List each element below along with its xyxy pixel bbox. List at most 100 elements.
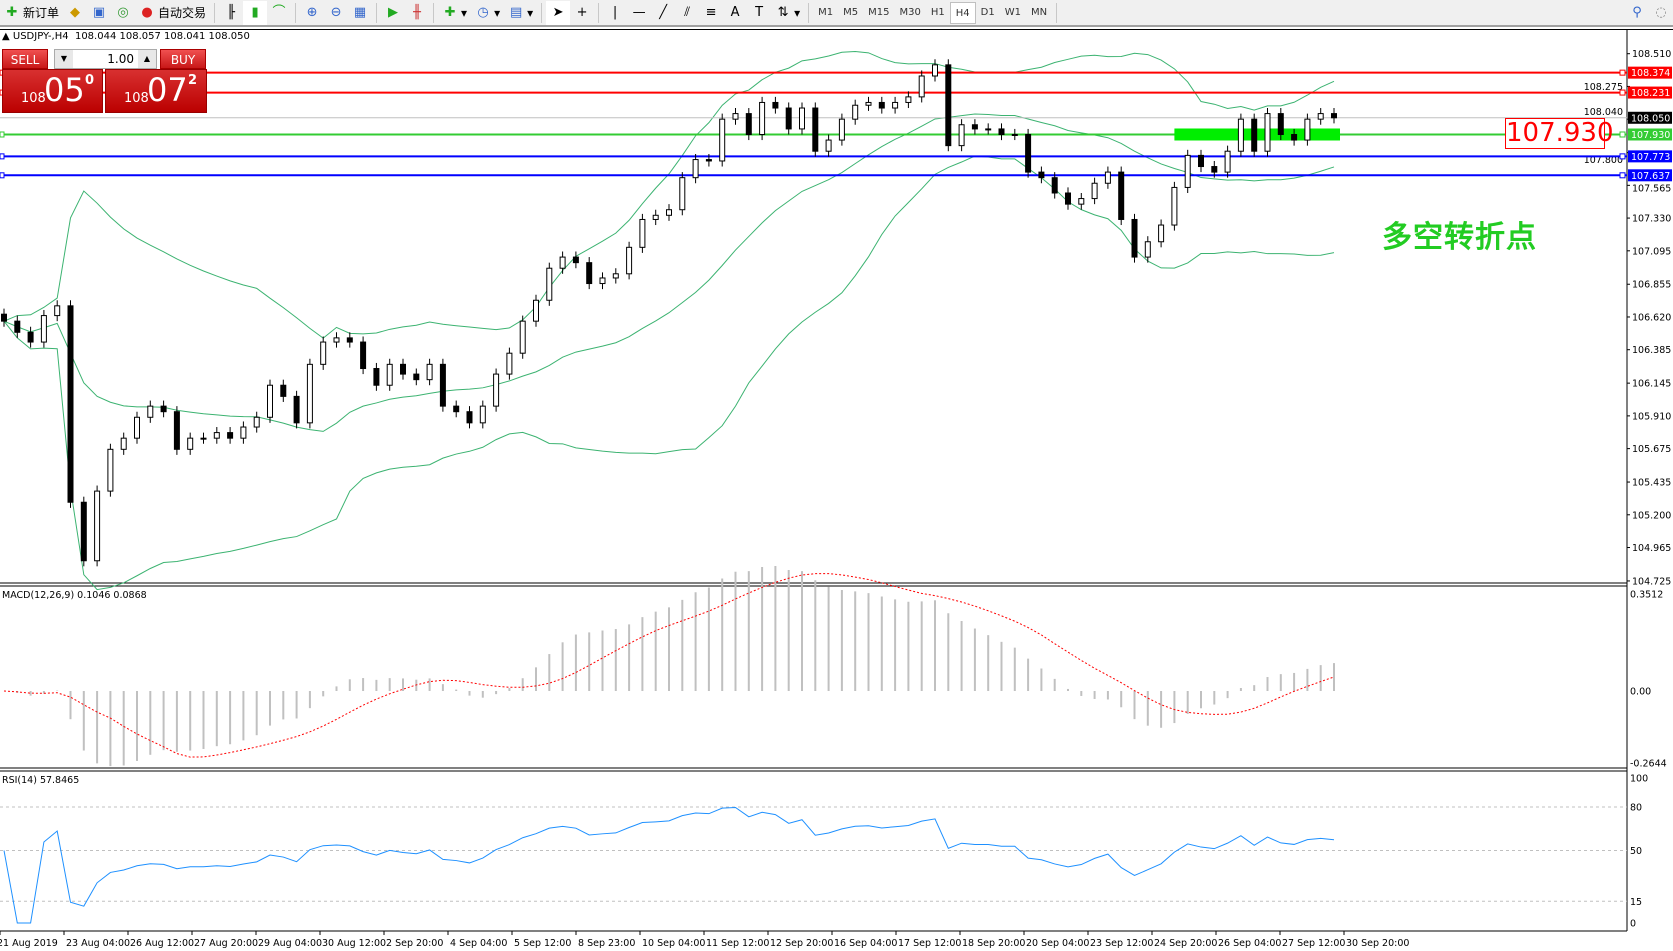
crosshair-button[interactable]: +: [570, 1, 594, 25]
candle-bull: [240, 426, 247, 439]
time-label: 29 Aug 04:00: [258, 938, 322, 949]
candle-bull: [533, 299, 539, 322]
text-button[interactable]: A: [723, 1, 747, 25]
channel-icon: ⫽: [684, 4, 691, 20]
macd-tick-label: 0.00: [1630, 687, 1651, 698]
candle-bear: [998, 128, 1005, 135]
candle-bear: [878, 101, 885, 109]
candle-bull: [253, 416, 260, 428]
candle-bear: [1211, 166, 1218, 173]
zoom-out-button[interactable]: ⊖: [324, 1, 348, 25]
candle-bear: [1291, 133, 1298, 141]
timeframe-w1[interactable]: W1: [1004, 6, 1021, 18]
buy-button[interactable]: BUY: [160, 49, 206, 69]
metaeditor-button[interactable]: ◆: [63, 1, 87, 25]
timeframe-m5[interactable]: M5: [843, 6, 859, 18]
rsi-label: RSI(14) 57.8465: [2, 775, 79, 786]
indicators-button[interactable]: ✚ ▾: [438, 1, 471, 25]
line-handle: [0, 153, 5, 160]
line-handle: [1619, 69, 1626, 76]
cursor-button[interactable]: ➤: [546, 0, 571, 25]
price-label[interactable]: 107.930: [1505, 118, 1614, 149]
candle-bear: [1118, 171, 1125, 220]
timeframe-d1[interactable]: D1: [980, 6, 995, 18]
price-tick-label: 106.145: [1632, 379, 1671, 390]
lot-decrease-button[interactable]: ▼: [55, 50, 73, 68]
ask-price-button[interactable]: 108 07 2: [105, 69, 207, 113]
candle-bear: [1065, 192, 1071, 205]
candle-bear: [785, 107, 792, 130]
candle-bear: [80, 501, 87, 562]
candle-bear: [586, 262, 593, 285]
lot-size-input[interactable]: ▼ 1.00 ▲: [54, 49, 157, 69]
candle-bull: [320, 341, 327, 365]
line-chart-button[interactable]: ⌒: [267, 1, 291, 25]
timeframe-m15[interactable]: M15: [868, 6, 890, 18]
arrows-button[interactable]: ⇅ ▾: [771, 1, 804, 25]
candle-bear: [1131, 218, 1138, 258]
cursor-icon: ➤: [552, 4, 564, 20]
candlestick-button[interactable]: ▮: [243, 0, 268, 25]
bar-chart-button[interactable]: ╟: [219, 1, 243, 25]
zoom-in-button[interactable]: ⊕: [300, 1, 324, 25]
chart-shift-button[interactable]: ╫: [405, 1, 429, 25]
navigator-icon: ▣: [92, 4, 106, 20]
time-label: 27 Aug 20:00: [194, 938, 258, 949]
candle-bull: [267, 384, 273, 418]
chart-window[interactable]: 108.510 108.275 108.040 107.800 107.565 107.3…: [0, 29, 1673, 950]
timeframe-h4[interactable]: H4: [949, 1, 976, 24]
timeframe-m1[interactable]: M1: [818, 6, 834, 18]
candle-bull: [918, 75, 925, 98]
price-tick-label: 107.800: [1584, 155, 1623, 166]
auto-scroll-button[interactable]: ▶: [381, 1, 405, 25]
template-icon: ▤: [509, 4, 523, 20]
text-label-icon: T: [755, 4, 764, 20]
price-chart[interactable]: 108.510 108.275 108.040 107.800 107.565 107.3…: [0, 30, 1673, 951]
channel-button[interactable]: ⫽: [675, 1, 699, 25]
lot-increase-button[interactable]: ▲: [138, 50, 156, 68]
candle-bull: [932, 64, 938, 77]
candle-bull: [612, 273, 619, 279]
horizontal-line-button[interactable]: —: [627, 1, 651, 25]
macd-signal-line: [3, 573, 1335, 758]
price-tick-label: 105.910: [1632, 411, 1671, 422]
fibonacci-button[interactable]: ≡: [699, 1, 723, 25]
bar-chart-icon: ╟: [227, 4, 235, 20]
time-label: 27 Sep 12:00: [1282, 938, 1345, 949]
vertical-line-button[interactable]: |: [603, 1, 627, 25]
signal-icon: ◎: [117, 4, 129, 20]
price-tick-label: 106.620: [1632, 312, 1671, 323]
text-label-button[interactable]: T: [747, 1, 771, 25]
clock-icon: ◷: [477, 4, 489, 20]
candle-bull: [187, 437, 194, 450]
candle-bear: [400, 363, 406, 375]
navigator-button[interactable]: ▣: [87, 1, 111, 25]
auto-trading-button[interactable]: ● 自动交易: [135, 1, 210, 25]
new-order-button[interactable]: ✚ 新订单: [0, 1, 63, 25]
price-tag: [1628, 66, 1672, 79]
signals-button[interactable]: ◎: [111, 1, 135, 25]
candle-bull: [679, 177, 686, 211]
timeframe-mn[interactable]: MN: [1030, 6, 1048, 18]
candle-bear: [280, 384, 287, 397]
candle-bear: [572, 256, 579, 264]
time-label: 30 Aug 12:00: [322, 938, 386, 949]
annotation-text[interactable]: 多空转折点: [1382, 220, 1537, 255]
bid-price-button[interactable]: 108 05 0: [2, 69, 103, 113]
trendline-button[interactable]: ╱: [651, 1, 675, 25]
periods-button[interactable]: ◷ ▾: [471, 1, 504, 25]
toolbar-divider: [808, 2, 810, 23]
price-tag-label: 107.930: [1631, 130, 1670, 141]
search-button[interactable]: ⚲: [1625, 1, 1649, 25]
tile-windows-button[interactable]: ▦: [348, 1, 372, 25]
arrows-icon: ⇅: [777, 4, 789, 20]
collapse-triangle-icon[interactable]: ▲: [2, 31, 13, 42]
chat-button[interactable]: ◌: [1649, 1, 1673, 25]
timeframe-m30[interactable]: M30: [899, 6, 921, 18]
sell-button[interactable]: SELL: [2, 49, 48, 69]
candle-bear: [772, 101, 779, 109]
timeframe-h1[interactable]: H1: [930, 6, 945, 18]
candle-bear: [160, 405, 167, 413]
templates-button[interactable]: ▤ ▾: [509, 4, 534, 20]
time-label: 20 Sep 04:00: [1026, 938, 1089, 949]
